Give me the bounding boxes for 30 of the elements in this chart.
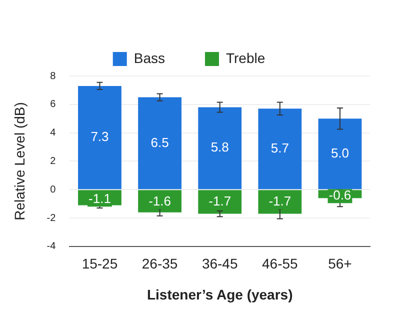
x-tick-label: 36-45 xyxy=(202,256,238,272)
y-tick-label: 8 xyxy=(50,70,56,82)
x-tick-label: 56+ xyxy=(328,256,352,272)
data-label: 6.5 xyxy=(150,134,169,150)
data-label: -1.7 xyxy=(208,194,232,209)
x-tick-label: 46-55 xyxy=(262,256,298,272)
data-label: -1.1 xyxy=(88,191,111,206)
bar xyxy=(78,86,122,190)
legend-label: Treble xyxy=(226,50,266,66)
data-label: 7.3 xyxy=(90,129,109,144)
data-label: 5.7 xyxy=(270,140,289,156)
y-tick-label: 4 xyxy=(50,128,56,139)
y-tick-label: -2 xyxy=(46,212,56,224)
bar xyxy=(198,107,242,190)
y-tick-label: 2 xyxy=(50,156,56,167)
bar xyxy=(138,97,182,190)
bar xyxy=(318,118,362,190)
x-axis-title: Listener’s Age (years) xyxy=(146,286,293,302)
data-label: -1.6 xyxy=(148,194,171,209)
y-axis-title: Relative Level (dB) xyxy=(11,102,28,220)
y-tick-label: 6 xyxy=(50,99,56,110)
y-tick-label: 0 xyxy=(50,184,56,196)
x-tick-label: 26-35 xyxy=(142,256,178,272)
data-label: 5.8 xyxy=(210,140,229,155)
y-tick-label: -4 xyxy=(46,241,56,252)
x-tick-label: 15-25 xyxy=(82,256,118,272)
bar xyxy=(258,108,302,190)
data-label: -1.7 xyxy=(268,194,292,209)
legend-label: Bass xyxy=(134,50,165,66)
data-label: 5.0 xyxy=(330,145,350,160)
